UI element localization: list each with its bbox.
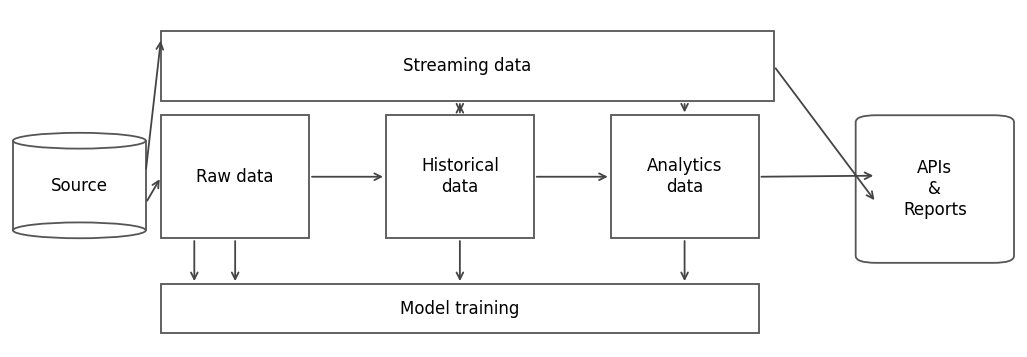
FancyBboxPatch shape	[610, 115, 759, 238]
Text: Model training: Model training	[401, 300, 520, 317]
FancyBboxPatch shape	[161, 115, 309, 238]
FancyBboxPatch shape	[161, 31, 774, 101]
Ellipse shape	[13, 133, 146, 149]
Text: Raw data: Raw data	[196, 168, 274, 186]
Text: Analytics
data: Analytics data	[647, 157, 722, 196]
FancyBboxPatch shape	[855, 115, 1014, 263]
FancyBboxPatch shape	[13, 141, 146, 230]
FancyBboxPatch shape	[386, 115, 534, 238]
Text: Source: Source	[51, 176, 108, 195]
FancyBboxPatch shape	[161, 284, 759, 333]
Text: APIs
&
Reports: APIs & Reports	[903, 159, 966, 219]
Text: Streaming data: Streaming data	[404, 57, 532, 75]
Ellipse shape	[13, 222, 146, 238]
Text: Historical
data: Historical data	[421, 157, 499, 196]
